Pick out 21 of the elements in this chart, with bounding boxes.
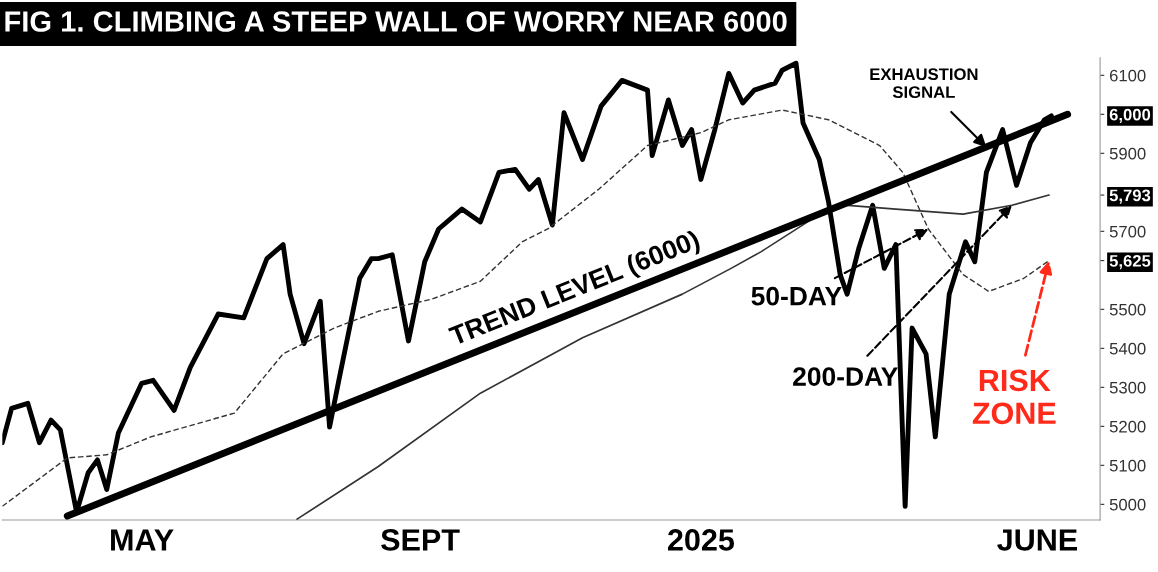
x-tick-label: 2025 [667, 529, 735, 551]
y-tick-label: 5900 [1109, 147, 1146, 160]
y-tick-label: 5,625 [1109, 254, 1151, 270]
x-tick-label: SEPT [381, 529, 460, 551]
y-tick-label: 5500 [1109, 303, 1146, 316]
chart-title: FIG 1. CLIMBING A STEEP WALL OF WORRY NEAR 6000 [5, 11, 787, 32]
y-tick-label: 6100 [1109, 69, 1146, 82]
y-tick-label: 6,000 [1109, 108, 1151, 123]
y-tick-label: 5000 [1109, 498, 1146, 511]
y-tick-label: 5100 [1109, 459, 1146, 472]
annotation: 50-DAY [751, 286, 842, 306]
annotation: 200-DAY [793, 367, 898, 386]
y-tick-label: 5,793 [1109, 189, 1151, 204]
y-tick-label: 5300 [1109, 381, 1146, 394]
x-tick-label: MAY [111, 529, 174, 551]
annotation: EXHAUSTION SIGNAL [870, 68, 978, 99]
x-tick-label: JUNE [997, 529, 1077, 551]
y-tick-label: 5700 [1109, 225, 1146, 238]
annotation: RISK ZONE [972, 369, 1056, 425]
y-tick-label: 5400 [1109, 342, 1146, 355]
y-tick-label: 5200 [1109, 420, 1146, 433]
